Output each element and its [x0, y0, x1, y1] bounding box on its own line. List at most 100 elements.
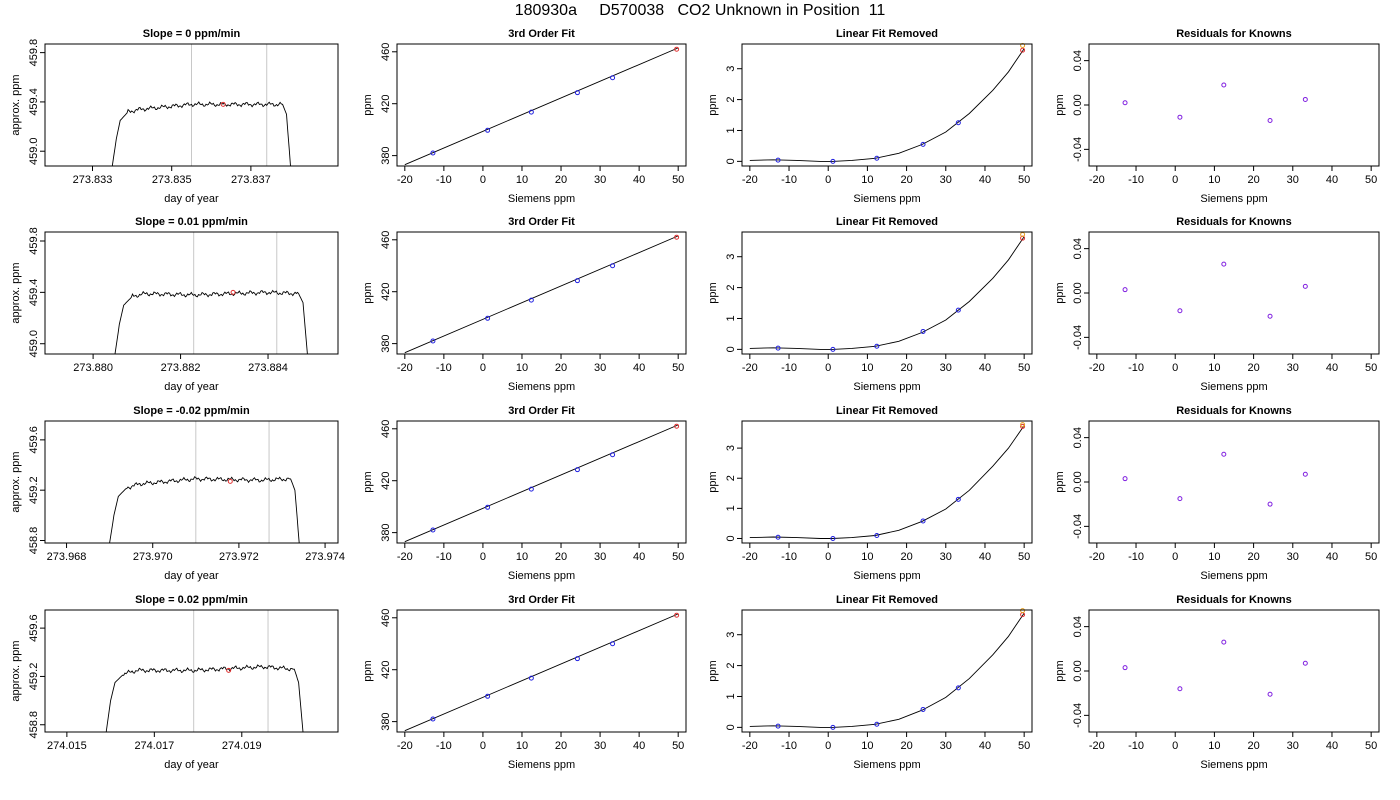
plot-area: [114, 289, 308, 354]
x-axis-label: Siemens ppm: [853, 570, 920, 582]
x-tick-label: -20: [742, 551, 758, 563]
y-tick-label: 0.04: [1072, 616, 1084, 637]
x-tick-label: 20: [1247, 551, 1259, 563]
time-series-line: [105, 664, 304, 732]
x-tick-label: 30: [594, 551, 606, 563]
x-tick-label: 0: [1172, 740, 1178, 752]
panel-r2-c1: Slope = 0.01 ppm/min 273.880 273.882 273.88…: [10, 216, 339, 393]
panel-r4-c3: Linear Fit Removed -20 -10 0 10 20 30 40 50 0 1 2 3 S…: [707, 594, 1033, 771]
x-tick-label: 20: [555, 174, 567, 186]
data-point: [227, 478, 233, 484]
data-point: [574, 467, 580, 473]
data-point: [830, 724, 836, 730]
data-point: [1302, 660, 1308, 666]
data-point: [1221, 82, 1227, 88]
data-point: [874, 343, 880, 349]
plot-frame: [44, 231, 339, 355]
y-tick-label: -0.04: [1072, 137, 1084, 162]
data-point: [610, 263, 616, 269]
x-tick-label: 0: [1172, 174, 1178, 186]
plot-area: [105, 664, 304, 732]
y-tick-label: 380: [380, 712, 392, 730]
y-axis-label: approx. ppm: [10, 640, 22, 701]
plot-frame: [741, 43, 1033, 167]
x-tick-label: 10: [1208, 174, 1220, 186]
plot-area: [111, 101, 291, 166]
x-tick-label: 274.019: [222, 740, 262, 752]
data-point: [610, 641, 616, 647]
data-point: [1267, 313, 1273, 319]
x-tick-label: 30: [1287, 551, 1299, 563]
x-tick-label: -20: [1089, 174, 1105, 186]
data-point: [528, 486, 534, 492]
y-tick-label: 3: [725, 254, 737, 260]
plot-frame: [741, 420, 1033, 544]
x-tick-label: 30: [1287, 362, 1299, 374]
data-point: [1302, 283, 1308, 289]
x-tick-label: 10: [516, 740, 528, 752]
data-point: [610, 75, 616, 81]
x-tick-label: 0: [480, 362, 486, 374]
plot-frame: [396, 43, 687, 167]
y-tick-label: 0.00: [1072, 282, 1084, 303]
x-tick-label: 273.972: [219, 551, 259, 563]
y-tick-label: 3: [725, 66, 737, 72]
data-point: [528, 109, 534, 115]
x-axis-label: Siemens ppm: [853, 759, 920, 771]
y-axis-label: ppm: [707, 471, 719, 492]
plot-area: [109, 476, 300, 543]
data-point: [574, 656, 580, 662]
x-tick-label: -20: [742, 174, 758, 186]
x-tick-label: 30: [1287, 740, 1299, 752]
plot-frame: [44, 609, 339, 733]
x-tick-label: 273.968: [47, 551, 87, 563]
plot-frame: [396, 231, 687, 355]
x-axis-label: Siemens ppm: [1200, 759, 1267, 771]
y-tick-label: 0: [725, 346, 737, 352]
panel-title: Linear Fit Removed: [836, 405, 938, 417]
x-tick-label: 50: [1365, 551, 1377, 563]
y-tick-label: -0.04: [1072, 703, 1084, 728]
fit-curve: [749, 236, 1025, 350]
panel-r2-c4: Residuals for Knowns -20 -10 0 10 20 30 40 50 -0.…: [1054, 216, 1380, 393]
data-point: [920, 706, 926, 712]
y-tick-label: 380: [380, 334, 392, 352]
x-tick-label: -20: [397, 551, 413, 563]
x-tick-label: 0: [480, 740, 486, 752]
data-point: [1122, 665, 1128, 671]
y-axis-label: ppm: [1054, 94, 1066, 115]
x-tick-label: 20: [1247, 740, 1259, 752]
plot-frame: [741, 231, 1033, 355]
fit-curve: [749, 48, 1025, 162]
data-point: [430, 338, 436, 344]
plot-frame: [741, 609, 1033, 733]
panel-title: Linear Fit Removed: [836, 594, 938, 606]
x-tick-label: 30: [940, 362, 952, 374]
y-tick-label: 1: [725, 315, 737, 321]
y-axis-label: ppm: [362, 94, 374, 115]
x-tick-label: 20: [900, 740, 912, 752]
plot-area: [404, 235, 679, 354]
x-tick-label: -20: [397, 740, 413, 752]
data-point: [955, 307, 961, 313]
figure-title: 180930a D570038 CO2 Unknown in Position …: [514, 2, 886, 19]
x-tick-label: 10: [516, 362, 528, 374]
y-axis-label: ppm: [707, 94, 719, 115]
x-tick-label: -10: [781, 362, 797, 374]
y-tick-label: 0.00: [1072, 94, 1084, 115]
x-tick-label: 10: [861, 174, 873, 186]
x-tick-label: 50: [672, 174, 684, 186]
x-tick-label: -20: [1089, 362, 1105, 374]
x-tick-label: 274.015: [47, 740, 87, 752]
y-tick-label: 2: [725, 663, 737, 669]
data-point: [485, 315, 491, 321]
data-point: [574, 278, 580, 284]
x-tick-label: -10: [781, 551, 797, 563]
y-tick-label: 459.4: [28, 88, 40, 116]
x-tick-label: 20: [900, 551, 912, 563]
x-tick-label: -10: [436, 551, 452, 563]
data-point: [1302, 96, 1308, 102]
plot-frame: [44, 43, 339, 167]
panel-r3-c1: Slope = -0.02 ppm/min 273.968 273.970 273.9…: [10, 405, 345, 582]
data-point: [674, 234, 680, 240]
